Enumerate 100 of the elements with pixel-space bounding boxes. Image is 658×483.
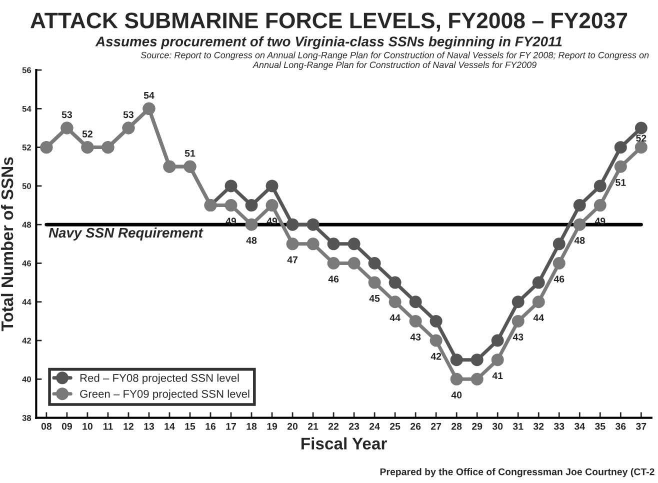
data-label: 44	[533, 314, 544, 322]
point	[327, 256, 340, 270]
text: Prepared by the Office of Congressman Joe Courtney (CT-2	[380, 468, 654, 478]
point	[430, 334, 442, 347]
point	[368, 256, 381, 270]
x-tick-label: 22	[328, 422, 339, 430]
x-tick-label: 37	[636, 422, 646, 430]
point	[430, 314, 442, 328]
point	[327, 238, 340, 250]
point	[224, 180, 238, 192]
point	[388, 276, 402, 289]
data-label: 47	[287, 256, 298, 264]
chart-subtitle: Assumes procurement of two Virginia-class SSNs beginning in FY2011	[95, 36, 562, 50]
point	[286, 218, 299, 231]
y-tick-label: 40	[22, 376, 31, 382]
y-tick-label: 52	[22, 144, 31, 150]
data-label: 40	[451, 392, 462, 398]
chart-title: ATTACK SUBMARINE FORCE LEVELS, FY2008 – FY2037	[30, 12, 628, 32]
data-label: 48	[246, 236, 257, 244]
y-axis-title: Total Number of SSNs	[0, 157, 14, 332]
y-tick-label: 44	[22, 299, 32, 305]
x-tick-label: 31	[512, 422, 524, 430]
x-tick-label: 30	[492, 422, 503, 430]
data-label: 52	[82, 130, 92, 138]
point	[634, 141, 648, 154]
point	[266, 199, 278, 212]
point	[266, 180, 278, 192]
point	[245, 218, 258, 231]
y-tick-label: 46	[22, 260, 32, 266]
x-tick-label: 24	[369, 422, 380, 430]
x-tick-label: 29	[472, 422, 482, 430]
y-tick-label: 56	[22, 67, 32, 74]
x-tick-label: 17	[226, 423, 236, 430]
point	[614, 160, 627, 173]
data-label: 49	[594, 218, 606, 225]
data-label: 45	[369, 295, 380, 302]
point	[348, 238, 360, 250]
data-label: 51	[616, 179, 626, 186]
point	[512, 296, 524, 308]
point	[573, 218, 586, 231]
x-tick-label: 16	[206, 422, 216, 430]
data-label: 44	[390, 314, 400, 322]
x-tick-label: 28	[452, 422, 462, 430]
point	[512, 314, 524, 328]
point	[306, 218, 320, 231]
point	[594, 180, 606, 192]
point	[594, 199, 606, 212]
x-tick-label: 11	[103, 423, 113, 430]
point	[409, 314, 422, 328]
data-label: 48	[574, 236, 585, 244]
point	[532, 276, 545, 289]
data-label: 43	[512, 334, 524, 340]
point	[552, 238, 566, 250]
legend-label: Red – FY08 projected SSN level	[80, 374, 239, 384]
x-tick-label: 26	[410, 422, 421, 430]
data-label: 52	[636, 134, 646, 142]
x-tick-label: 14	[164, 423, 175, 430]
y-tick-label: 42	[22, 338, 31, 344]
x-tick-label: 32	[533, 422, 544, 430]
data-label: 46	[328, 276, 339, 283]
point	[614, 141, 627, 154]
x-tick-label: 35	[594, 422, 606, 430]
x-tick-label: 13	[144, 422, 154, 430]
source-note: Source: Report to Congress on Annual Long-Range Plan for Construction of Naval Vessels for FY 2008; Report to Congress on Annual Long-Range Plan for Construction of Naval Vessels for FY2009	[140, 52, 649, 70]
x-tick-label: 21	[308, 422, 318, 430]
point	[491, 334, 504, 347]
y-tick-label: 54	[22, 106, 32, 112]
x-tick-label: 19	[267, 422, 278, 430]
legend-label: Green – FY09 projected SSN level	[80, 390, 250, 400]
data-label: 53	[62, 111, 72, 118]
x-axis-title: Fiscal Year	[302, 437, 387, 450]
x-tick-label: 08	[41, 422, 52, 430]
point	[368, 276, 381, 289]
point	[450, 372, 463, 386]
point	[306, 238, 320, 250]
x-tick-label: 09	[62, 422, 72, 430]
data-label: 41	[492, 372, 503, 380]
data-label: 46	[554, 276, 564, 283]
x-tick-label: 20	[287, 422, 298, 430]
point	[573, 199, 586, 212]
point	[224, 199, 238, 212]
data-label: 53	[123, 111, 134, 118]
point	[634, 122, 648, 134]
x-tick-label: 10	[82, 422, 92, 430]
point	[245, 199, 258, 212]
point	[388, 296, 402, 308]
x-tick-label: 27	[431, 422, 442, 430]
x-tick-label: 34	[574, 422, 585, 430]
data-label: 49	[226, 218, 236, 225]
y-tick-label: 48	[22, 222, 32, 228]
data-label: 49	[266, 218, 278, 225]
data-label: 54	[144, 92, 154, 99]
x-tick-label: 36	[615, 422, 626, 430]
x-tick-label: 18	[246, 422, 257, 430]
x-tick-label: 33	[554, 422, 564, 430]
data-label: 43	[410, 334, 421, 340]
point	[532, 296, 545, 308]
x-tick-label: 12	[124, 422, 134, 430]
data-label: 51	[184, 150, 196, 157]
ref-line-label: Navy SSN Requirement	[48, 227, 204, 240]
